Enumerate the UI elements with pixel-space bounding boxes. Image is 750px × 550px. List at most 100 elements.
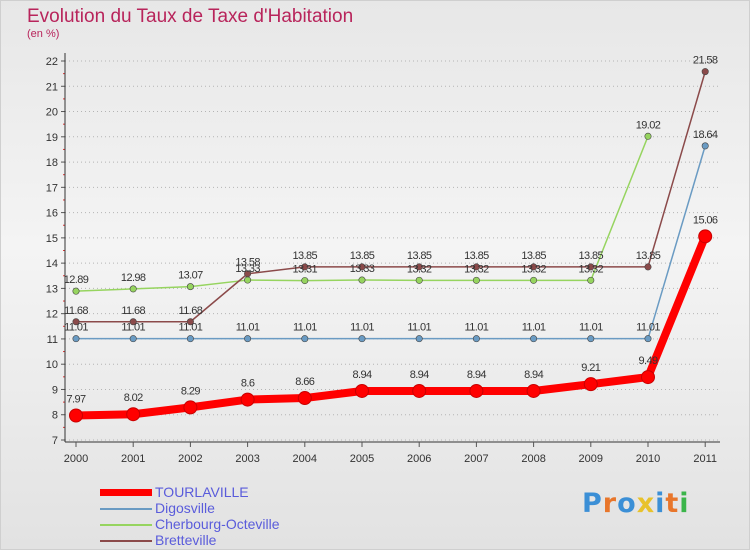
- data-label: 11.01: [407, 322, 431, 334]
- y-tick-label: 15: [46, 233, 58, 245]
- data-point: [186, 283, 194, 291]
- data-point: [72, 287, 80, 295]
- data-point: [587, 335, 595, 343]
- data-label: 15.06: [693, 214, 718, 226]
- logo-letter: i: [655, 488, 666, 519]
- legend-swatch-tourlaville: [100, 489, 152, 496]
- data-point: [72, 335, 80, 343]
- data-label: 12.89: [64, 274, 89, 286]
- x-tick-label: 2008: [521, 453, 545, 465]
- legend-item-digosville: Digosville: [100, 500, 360, 516]
- data-label: 8.29: [181, 385, 200, 397]
- y-tick-label: 14: [46, 258, 58, 270]
- legend-label-cherbourg-octeville: Cherbourg-Octeville: [155, 516, 280, 532]
- data-point: [698, 229, 713, 244]
- data-label: 13.32: [521, 263, 546, 275]
- data-point: [186, 335, 194, 343]
- data-label: 11.01: [636, 322, 660, 334]
- data-point: [415, 335, 423, 343]
- y-tick-label: 7: [52, 435, 58, 447]
- data-point: [244, 270, 252, 278]
- legend-label-bretteville: Bretteville: [155, 532, 217, 548]
- legend-label-digosville: Digosville: [155, 500, 215, 516]
- data-label: 11.01: [64, 322, 88, 334]
- legend: TOURLAVILLE Digosville Cherbourg-Octevil…: [100, 484, 360, 548]
- data-label: 13.32: [579, 263, 604, 275]
- chart-title: Evolution du Taux de Taxe d'Habitation: [27, 6, 354, 27]
- y-tick-label: 19: [46, 132, 58, 144]
- y-tick-label: 13: [46, 283, 58, 295]
- logo-letter: o: [617, 488, 637, 519]
- legend-swatch-cherbourg-octeville: [100, 524, 152, 526]
- y-tick-label: 22: [46, 56, 58, 68]
- x-tick-label: 2011: [693, 453, 717, 465]
- data-label: 13.85: [407, 250, 432, 262]
- data-label: 13.33: [235, 263, 260, 275]
- logo-letter: r: [602, 488, 618, 519]
- legend-swatch-digosville: [100, 508, 152, 510]
- y-tick-label: 20: [46, 107, 58, 119]
- data-label: 13.85: [350, 250, 375, 262]
- x-tick-label: 2005: [350, 453, 374, 465]
- series-line: [75, 145, 706, 340]
- x-tick-label: 2006: [407, 453, 431, 465]
- legend-swatch-bretteville: [100, 540, 152, 542]
- y-tick-label: 12: [46, 309, 58, 321]
- x-tick-label: 2003: [235, 453, 259, 465]
- data-label: 13.32: [407, 263, 432, 275]
- x-tick-label: 2001: [121, 453, 145, 465]
- data-point: [701, 142, 709, 150]
- data-point: [301, 277, 309, 285]
- data-label: 11.01: [522, 322, 546, 334]
- data-point: [183, 400, 198, 415]
- x-tick-label: 2009: [579, 453, 603, 465]
- data-label: 11.01: [179, 322, 203, 334]
- data-label: 11.01: [579, 322, 603, 334]
- data-label: 11.01: [236, 322, 260, 334]
- data-label: 13.85: [636, 250, 661, 262]
- data-point: [244, 335, 252, 343]
- series-line: [72, 232, 710, 420]
- data-label: 13.85: [579, 250, 604, 262]
- legend-label-tourlaville: TOURLAVILLE: [155, 484, 249, 500]
- logo-letter: i: [679, 488, 690, 519]
- data-point: [641, 370, 655, 385]
- data-label: 11.01: [465, 322, 489, 334]
- y-tick-label: 16: [46, 208, 58, 220]
- data-point: [701, 68, 709, 76]
- data-point: [587, 276, 595, 284]
- data-label: 21.58: [693, 55, 718, 67]
- legend-item-bretteville: Bretteville: [100, 532, 360, 548]
- x-tick-label: 2010: [636, 453, 660, 465]
- y-tick-label: 11: [47, 334, 58, 346]
- data-point: [129, 318, 137, 326]
- data-point: [72, 318, 80, 326]
- data-label: 8.6: [241, 378, 255, 390]
- data-point: [530, 263, 538, 271]
- data-point: [412, 383, 427, 398]
- data-label: 19.02: [636, 119, 661, 131]
- data-point: [355, 383, 369, 398]
- legend-item-tourlaville: TOURLAVILLE: [100, 484, 360, 500]
- data-point: [587, 263, 595, 271]
- data-point: [297, 391, 312, 406]
- legend-item-cherbourg-octeville: Cherbourg-Octeville: [100, 516, 360, 532]
- data-label: 13.07: [178, 270, 203, 282]
- data-label: 13.85: [464, 250, 489, 262]
- data-label: 11.01: [121, 322, 145, 334]
- data-point: [472, 335, 480, 343]
- data-label: 13.58: [235, 257, 260, 269]
- logo-letter: x: [636, 488, 656, 519]
- data-point: [415, 263, 423, 271]
- data-point: [244, 276, 252, 284]
- data-label: 18.64: [693, 129, 718, 141]
- data-point: [126, 407, 141, 422]
- data-point: [129, 335, 137, 343]
- logo-letter: t: [665, 488, 680, 519]
- data-label: 11.68: [64, 305, 88, 317]
- y-tick-label: 9: [52, 384, 58, 396]
- data-label: 7.97: [66, 393, 85, 405]
- x-tick-label: 2007: [464, 453, 488, 465]
- data-label: 11.68: [121, 305, 145, 317]
